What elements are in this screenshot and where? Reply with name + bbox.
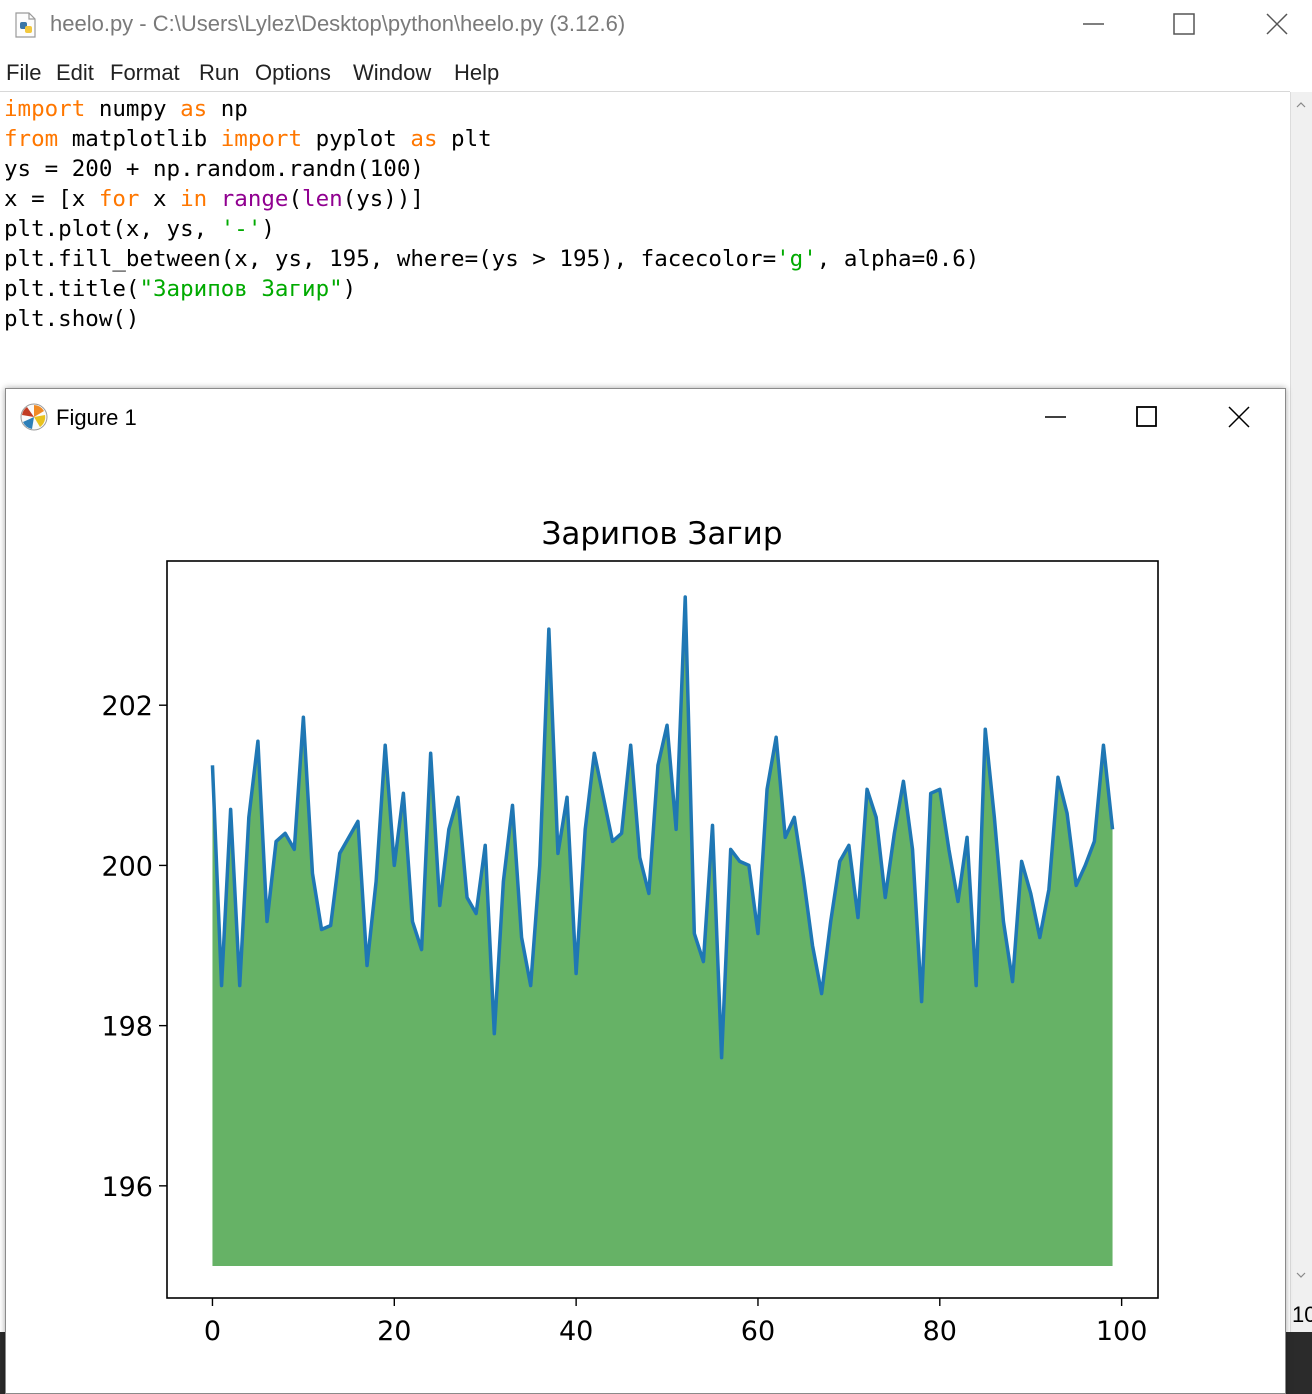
- axis-ticks: 0 20 40 60 80 100 196 198 200 202: [101, 691, 1147, 1347]
- close-icon[interactable]: [1257, 4, 1297, 44]
- minimize-icon[interactable]: [1074, 4, 1114, 44]
- status-line-number: 10: [1292, 1302, 1312, 1328]
- menu-format[interactable]: Format: [110, 60, 180, 85]
- matplotlib-icon: [20, 403, 48, 431]
- figure-minimize-icon[interactable]: [1036, 397, 1076, 437]
- menu-separator: [0, 91, 1290, 92]
- y-tick-label: 196: [101, 1172, 153, 1203]
- x-tick-label: 40: [559, 1316, 593, 1347]
- python-file-icon: [15, 12, 36, 38]
- menu-file[interactable]: File: [6, 60, 42, 85]
- figure-close-icon[interactable]: [1219, 397, 1259, 437]
- figure-maximize-icon[interactable]: [1127, 397, 1167, 437]
- figure-title-bar: Figure 1: [6, 389, 1285, 447]
- code-text[interactable]: import numpy as np from matplotlib impor…: [4, 96, 980, 332]
- code-editor[interactable]: import numpy as np from matplotlib impor…: [0, 92, 1290, 388]
- x-tick-label: 20: [377, 1316, 411, 1347]
- scroll-down-icon[interactable]: [1296, 1270, 1306, 1280]
- chart-title: Зарипов Загир: [541, 516, 782, 552]
- maximize-icon[interactable]: [1164, 4, 1204, 44]
- idle-title-bar: heelo.py - C:\Users\Lylez\Desktop\python…: [0, 0, 1312, 50]
- figure-window: Figure 1 Зарипов Загир 0 20 40 60 80 100 196 19…: [5, 388, 1286, 1394]
- x-tick-label: 100: [1096, 1316, 1148, 1347]
- x-tick-label: 0: [204, 1316, 221, 1347]
- menu-window[interactable]: Window: [353, 60, 432, 85]
- y-tick-label: 202: [101, 691, 153, 722]
- menu-options[interactable]: Options: [255, 60, 331, 85]
- menu-help[interactable]: Help: [454, 60, 500, 85]
- x-tick-label: 60: [741, 1316, 775, 1347]
- y-tick-label: 200: [101, 851, 153, 882]
- plot-canvas: Зарипов Загир 0 20 40 60 80 100 196 198 200 202: [101, 516, 1159, 1347]
- menu-edit[interactable]: Edit: [56, 60, 94, 85]
- axes-frame: [166, 560, 1159, 1299]
- menu-run[interactable]: Run: [199, 60, 240, 85]
- y-tick-label: 198: [101, 1012, 153, 1043]
- x-tick-label: 80: [923, 1316, 957, 1347]
- scroll-up-icon[interactable]: [1296, 100, 1306, 110]
- window-title: heelo.py - C:\Users\Lylez\Desktop\python…: [50, 11, 626, 36]
- fill-area: [212, 597, 1113, 1266]
- menu-bar: File Edit Format Run Options Window Help: [0, 56, 1312, 90]
- figure-title: Figure 1: [56, 405, 137, 430]
- vertical-scrollbar[interactable]: [1290, 92, 1312, 1332]
- series-line: [210, 595, 1115, 1060]
